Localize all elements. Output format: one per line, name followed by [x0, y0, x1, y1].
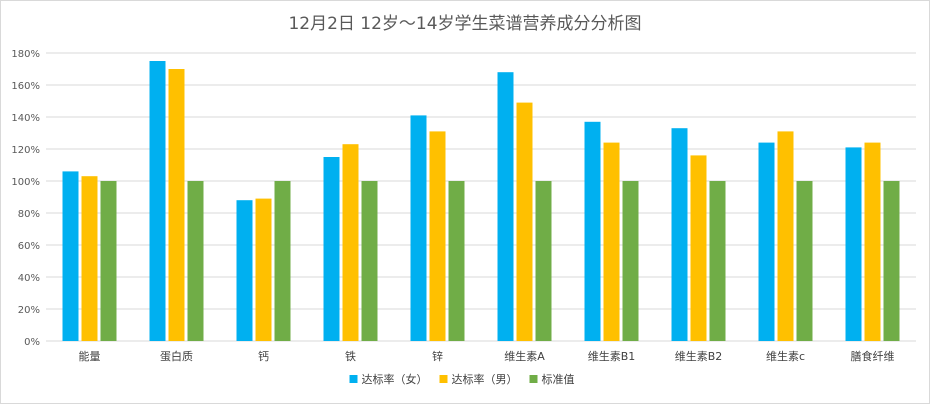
- bar: [62, 171, 79, 341]
- legend-label: 达标率（女）: [362, 372, 428, 386]
- bar: [168, 69, 185, 341]
- bar: [323, 157, 340, 341]
- y-tick-label: 160%: [11, 81, 40, 92]
- x-category-label: 维生素B1: [588, 349, 636, 363]
- chart-title: 12月2日 12岁～14岁学生菜谱营养成分分析图: [288, 14, 641, 34]
- bar: [883, 181, 900, 341]
- y-tick-label: 120%: [11, 145, 40, 156]
- x-axis-categories: 能量 蛋白质 钙 铁 锌 维生素A 维生素B1 维生素B2 维生素c 膳食纤维: [79, 349, 895, 363]
- y-tick-label: 0%: [24, 337, 40, 348]
- legend-swatch: [439, 375, 448, 383]
- bar: [429, 131, 446, 341]
- x-category-label: 膳食纤维: [851, 349, 895, 363]
- x-category-label: 维生素A: [504, 349, 545, 363]
- bar: [671, 128, 688, 341]
- bar: [584, 121, 601, 341]
- bar: [236, 200, 253, 341]
- bar: [410, 115, 427, 342]
- bar: [796, 181, 813, 341]
- y-tick-label: 60%: [18, 241, 40, 252]
- bar: [274, 181, 291, 341]
- x-category-label: 维生素c: [766, 349, 805, 363]
- bar: [361, 181, 378, 341]
- bar: [255, 198, 272, 341]
- legend-label: 标准值: [542, 372, 575, 386]
- bars: [62, 61, 900, 342]
- bar: [777, 131, 794, 341]
- bar: [81, 176, 98, 341]
- bar: [690, 155, 707, 341]
- y-tick-label: 80%: [18, 209, 40, 220]
- y-tick-label: 180%: [11, 49, 40, 60]
- bar: [187, 181, 204, 341]
- y-tick-label: 20%: [18, 305, 40, 316]
- legend-swatch: [349, 375, 358, 383]
- bar: [864, 142, 881, 341]
- x-category-label: 铁: [345, 350, 356, 363]
- bar: [516, 102, 533, 341]
- x-category-label: 能量: [79, 349, 101, 363]
- y-axis-ticks: 0% 20% 40% 60% 80% 100% 120% 140% 160% 180%: [11, 49, 40, 348]
- legend-swatch: [529, 375, 538, 383]
- bar: [100, 181, 117, 341]
- bar: [845, 147, 862, 341]
- bar: [535, 181, 552, 341]
- x-category-label: 维生素B2: [675, 349, 723, 363]
- legend-label: 达标率（男）: [452, 372, 518, 386]
- bar: [149, 61, 166, 341]
- y-tick-label: 40%: [18, 273, 40, 284]
- x-category-label: 蛋白质: [160, 349, 193, 363]
- bar: [448, 181, 465, 341]
- legend: 达标率（女） 达标率（男） 标准值: [349, 372, 575, 386]
- x-category-label: 钙: [258, 349, 269, 363]
- x-category-label: 锌: [432, 349, 443, 363]
- y-tick-label: 140%: [11, 113, 40, 124]
- bar: [622, 181, 639, 341]
- y-tick-label: 100%: [11, 177, 40, 188]
- bar: [603, 142, 620, 341]
- bar: [709, 181, 726, 341]
- bar: [342, 144, 359, 341]
- bar: [758, 142, 775, 341]
- bar: [497, 72, 514, 341]
